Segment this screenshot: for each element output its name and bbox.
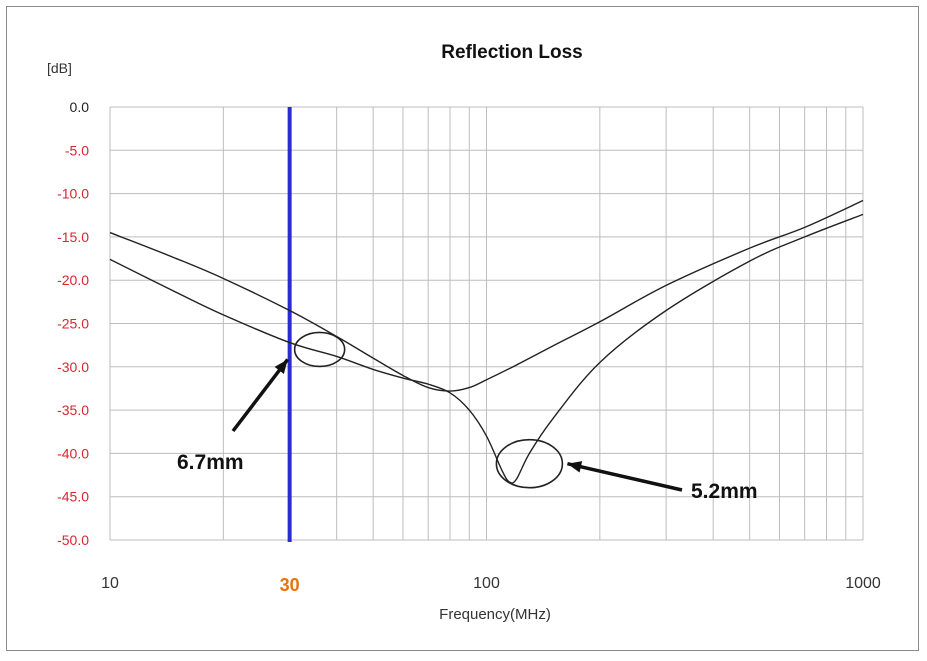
annotation-arrowhead-5-2mm [567, 461, 583, 473]
annotation-label-6-7mm: 6.7mm [177, 451, 244, 474]
annotation-label-5-2mm: 5.2mm [691, 480, 758, 503]
reflection-loss-chart: Reflection Loss [dB] Frequency(MHz) 0.0 -… [47, 42, 881, 623]
y-tick-label: -35.0 [57, 402, 89, 418]
y-tick-label: -10.0 [57, 186, 89, 202]
x-tick-label: 100 [473, 575, 500, 592]
series-line-1 [109, 199, 864, 392]
annotation-arrow-5-2mm [567, 462, 683, 492]
x-ticks: 10 100 1000 30 [101, 575, 881, 595]
y-tick-label: -25.0 [57, 316, 89, 332]
y-tick-label: -50.0 [57, 532, 89, 548]
x-tick-label-highlight: 30 [280, 575, 300, 595]
x-tick-label: 1000 [845, 575, 881, 592]
x-axis-label: Frequency(MHz) [439, 606, 551, 623]
series-group [109, 199, 864, 484]
annotation-ellipse-6-7mm [293, 331, 346, 368]
x-tick-label: 10 [101, 575, 119, 592]
grid [109, 106, 864, 541]
annotation-arrowhead-6-7mm [274, 359, 288, 375]
chart-title: Reflection Loss [441, 42, 582, 63]
y-tick-label: -30.0 [57, 359, 89, 375]
y-tick-label: -5.0 [65, 142, 89, 158]
series-line-2 [109, 213, 864, 484]
annotation-arrow-6-7mm [231, 358, 290, 433]
y-tick-label: -15.0 [57, 229, 89, 245]
y-tick-label: -45.0 [57, 489, 89, 505]
y-tick-label: 0.0 [70, 99, 90, 115]
annotation-ellipse-5-2mm [495, 438, 564, 489]
y-axis-label: [dB] [47, 60, 72, 76]
y-tick-label: -20.0 [57, 272, 89, 288]
y-tick-label: -40.0 [57, 445, 89, 461]
chart-frame: Reflection Loss [dB] Frequency(MHz) 0.0 -… [6, 6, 919, 651]
annotations: 6.7mm 5.2mm [177, 331, 758, 503]
y-ticks: 0.0 -5.0 -10.0 -15.0 -20.0 -25.0 -30.0 -35.0 -40… [57, 99, 89, 548]
